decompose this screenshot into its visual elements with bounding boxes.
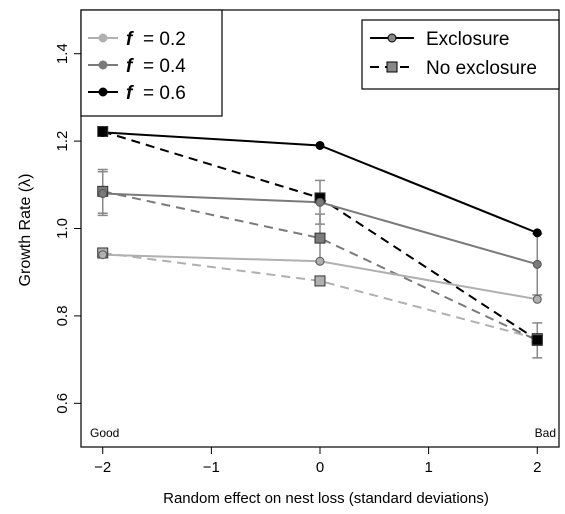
data-point-square: [531, 334, 543, 346]
x-tick-label: −2: [94, 459, 111, 476]
data-point-circle: [98, 189, 108, 199]
data-point-circle: [98, 127, 108, 137]
legend-f-symbol: f: [126, 83, 134, 104]
legend-marker: [98, 33, 108, 43]
data-point-circle: [532, 294, 542, 304]
legend-marker: [387, 33, 397, 43]
legend-marker: [98, 87, 108, 97]
y-axis: 0.6 0.8 1.0 1.2 1.4: [54, 43, 81, 414]
good-corner-label: Good: [90, 426, 119, 440]
x-tick-label: 2: [533, 459, 541, 476]
data-point-circle: [98, 250, 108, 260]
y-axis-label: Growth Rate (λ): [17, 174, 34, 287]
y-tick-label: 1.4: [54, 43, 71, 64]
data-point-circle: [315, 140, 325, 150]
data-point-circle: [315, 197, 325, 207]
y-tick-label: 1.0: [54, 218, 71, 239]
x-tick-label: 1: [424, 459, 432, 476]
series-line-f0.4-no-exclosure: [102, 190, 538, 342]
data-point-circle: [315, 256, 325, 266]
legend-marker: [386, 61, 398, 73]
data-point-square: [314, 232, 326, 244]
series-line-f0.2-no-exclosure: [102, 251, 538, 340]
bad-corner-label: Bad: [535, 426, 556, 440]
legend-f-label: = 0.6: [143, 83, 186, 104]
legend-treatment-label: Exclosure: [426, 29, 509, 50]
x-axis: −2 −1 0 1 2: [94, 447, 541, 476]
legend-treatment-label: No exclosure: [426, 58, 537, 79]
legend-f-symbol: f: [126, 56, 134, 77]
series-markers: [97, 125, 543, 346]
data-point-circle: [532, 259, 542, 269]
data-point-square: [314, 275, 326, 287]
legend-f-label: = 0.4: [143, 56, 186, 77]
x-axis-label: Random effect on nest loss (standard dev…: [163, 490, 489, 507]
legend-f-symbol: f: [126, 29, 134, 50]
y-tick-label: 0.6: [54, 393, 71, 414]
legend-treatment: Exclosure No exclosure: [361, 19, 560, 90]
x-tick-label: 0: [316, 459, 324, 476]
legend-marker: [98, 60, 108, 70]
x-tick-label: −1: [203, 459, 220, 476]
legend-f-values: f = 0.2 f = 0.4 f = 0.6: [80, 9, 223, 117]
y-tick-label: 0.8: [54, 305, 71, 326]
data-point-circle: [532, 228, 542, 238]
y-tick-label: 1.2: [54, 131, 71, 152]
legend-f-label: = 0.2: [143, 29, 186, 50]
